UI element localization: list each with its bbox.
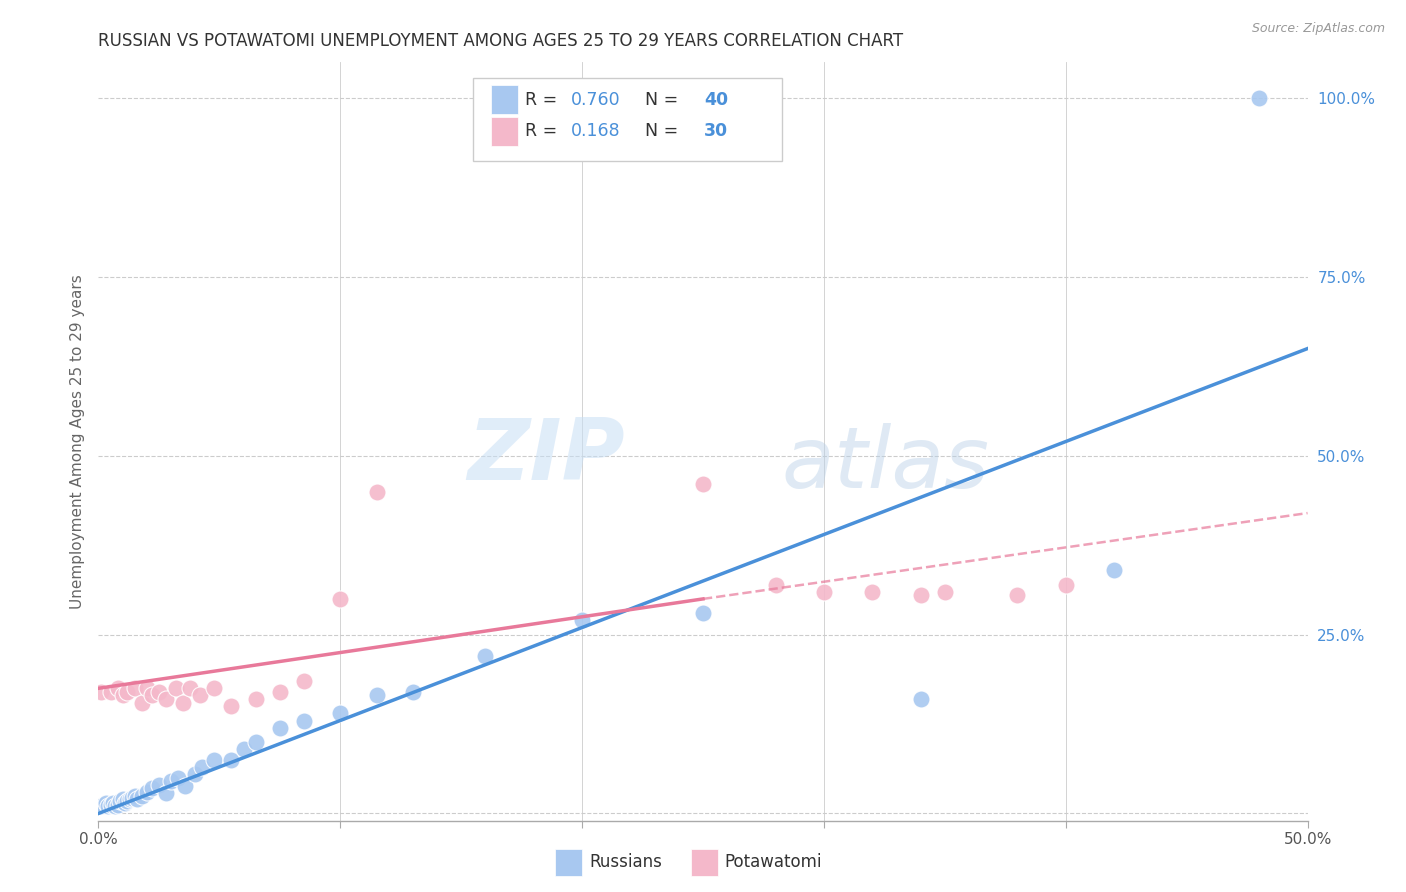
Point <box>204 681 226 696</box>
Point <box>292 714 315 728</box>
Point <box>114 796 136 810</box>
Point <box>131 696 153 710</box>
Point <box>692 606 714 620</box>
Point <box>571 613 593 627</box>
Text: N =: N = <box>634 91 683 109</box>
Point <box>104 799 127 814</box>
Point <box>141 781 163 796</box>
Point <box>90 799 112 814</box>
Point <box>100 685 122 699</box>
Point <box>155 692 177 706</box>
Point <box>107 681 129 696</box>
Point <box>269 685 291 699</box>
Point <box>1249 91 1271 105</box>
Y-axis label: Unemployment Among Ages 25 to 29 years: Unemployment Among Ages 25 to 29 years <box>69 274 84 609</box>
Text: N =: N = <box>634 122 683 140</box>
Point <box>135 785 157 799</box>
FancyBboxPatch shape <box>474 78 782 161</box>
Point <box>221 753 243 767</box>
Point <box>184 767 207 781</box>
Point <box>692 477 714 491</box>
Point <box>124 681 146 696</box>
Point <box>90 685 112 699</box>
Text: ZIP: ZIP <box>467 415 624 499</box>
Point <box>100 797 122 812</box>
Point <box>124 789 146 803</box>
Point <box>174 780 197 794</box>
Point <box>329 591 352 606</box>
Point <box>204 753 226 767</box>
Point <box>366 689 388 703</box>
Point <box>155 787 177 801</box>
Point <box>135 681 157 696</box>
Text: RUSSIAN VS POTAWATOMI UNEMPLOYMENT AMONG AGES 25 TO 29 YEARS CORRELATION CHART: RUSSIAN VS POTAWATOMI UNEMPLOYMENT AMONG… <box>98 32 904 50</box>
Point <box>97 799 120 814</box>
Point <box>172 696 194 710</box>
Point <box>402 685 425 699</box>
Point <box>148 685 170 699</box>
FancyBboxPatch shape <box>492 85 517 114</box>
FancyBboxPatch shape <box>690 848 717 876</box>
Text: 0.168: 0.168 <box>571 122 621 140</box>
Point <box>910 692 932 706</box>
Text: 30: 30 <box>704 122 728 140</box>
Text: R =: R = <box>526 91 562 109</box>
Point <box>94 796 117 810</box>
Text: 0.760: 0.760 <box>571 91 621 109</box>
Point <box>269 721 291 735</box>
Point <box>366 484 388 499</box>
Point <box>111 689 134 703</box>
Text: Potawatomi: Potawatomi <box>724 854 823 871</box>
Point <box>191 760 214 774</box>
Point <box>108 794 131 808</box>
Point <box>292 674 315 689</box>
FancyBboxPatch shape <box>555 848 582 876</box>
Text: atlas: atlas <box>782 423 990 506</box>
Point <box>167 771 190 785</box>
Point <box>329 706 352 721</box>
Point <box>245 692 267 706</box>
Point <box>221 699 243 714</box>
Text: R =: R = <box>526 122 562 140</box>
Point <box>813 584 835 599</box>
Point <box>1102 563 1125 577</box>
Point <box>1054 577 1077 591</box>
FancyBboxPatch shape <box>492 117 517 145</box>
Point <box>910 588 932 602</box>
Point <box>860 584 883 599</box>
Point <box>1007 588 1029 602</box>
Point <box>474 649 496 664</box>
Point <box>232 742 254 756</box>
Point <box>148 778 170 792</box>
Point <box>245 735 267 749</box>
Point <box>118 792 141 806</box>
Point <box>179 681 201 696</box>
Point <box>91 797 114 812</box>
Point <box>160 774 183 789</box>
Point <box>101 796 124 810</box>
Point <box>107 797 129 812</box>
Text: Russians: Russians <box>589 854 662 871</box>
Point <box>934 584 956 599</box>
Point <box>765 577 787 591</box>
Point <box>141 689 163 703</box>
Point <box>117 685 139 699</box>
Text: Source: ZipAtlas.com: Source: ZipAtlas.com <box>1251 22 1385 36</box>
Point <box>127 792 149 806</box>
Point <box>165 681 187 696</box>
Point <box>188 689 211 703</box>
Point <box>131 789 153 803</box>
Text: 40: 40 <box>704 91 728 109</box>
Point <box>111 792 134 806</box>
Point <box>121 790 143 805</box>
Point <box>117 794 139 808</box>
